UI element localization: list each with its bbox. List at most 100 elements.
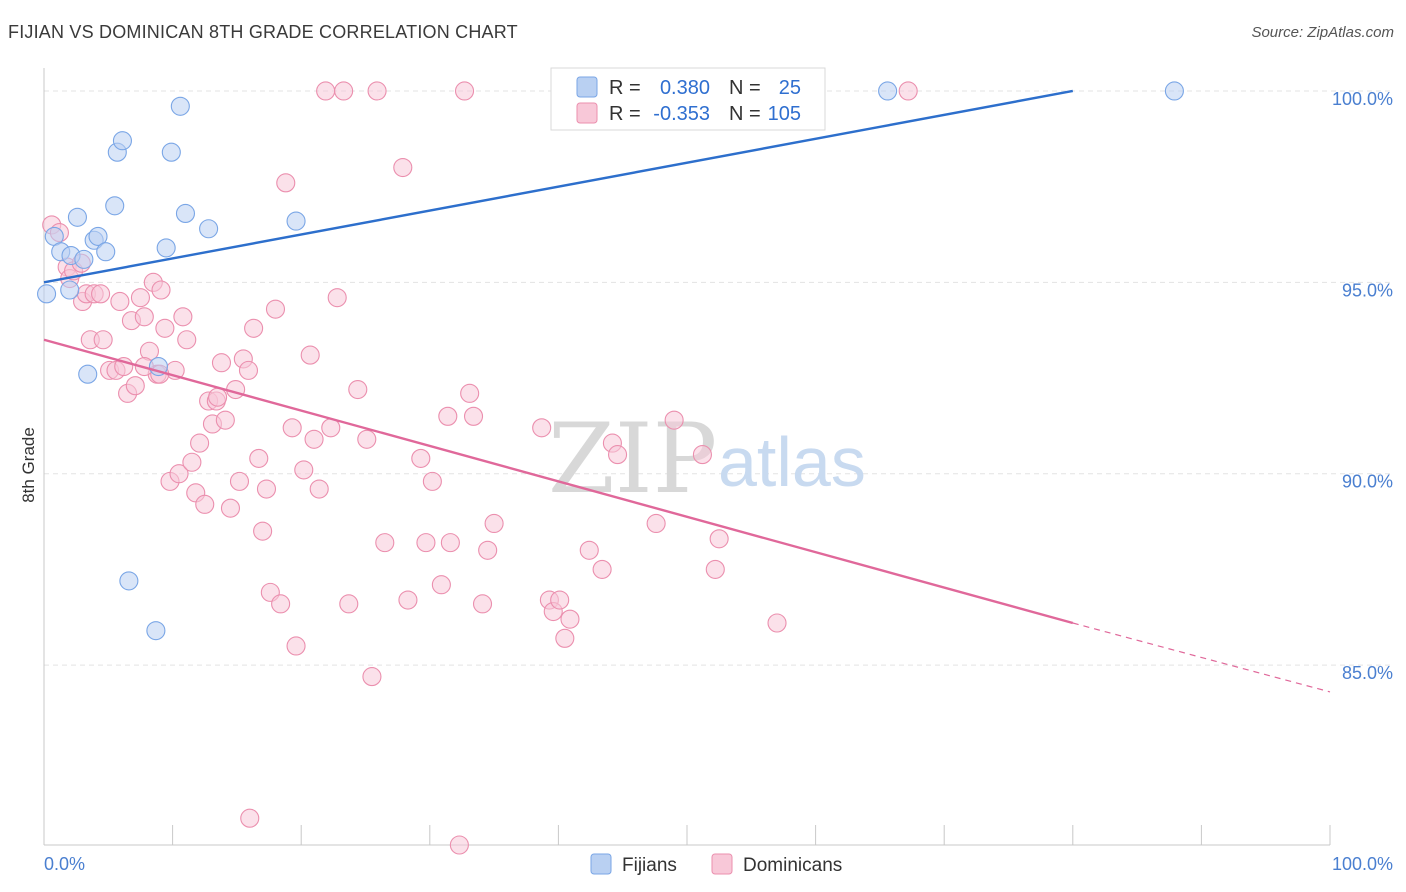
point-fijians-22 [286,211,306,231]
series-legend-label-dominicans: Dominicans [743,855,842,876]
point-dominicans-69 [393,157,413,178]
point-dominicans-59 [316,81,336,101]
legend-r-value-dominicans: -0.353 [653,103,710,125]
point-dominicans-94 [646,513,666,534]
legend-r-label-fijians: R = [609,77,641,99]
point-dominicans-48 [256,479,277,499]
point-dominicans-52 [276,173,296,193]
point-dominicans-39 [215,410,235,430]
point-dominicans-66 [362,667,382,687]
point-fijians-14 [119,571,139,591]
point-dominicans-58 [309,479,329,499]
point-dominicans-19 [130,288,150,308]
point-fijians-0 [37,284,57,304]
point-fijians-6 [74,249,94,269]
trend-extension-dominicans [1072,622,1331,693]
y-tick-labels: 100.0% 95.0% 90.0% 85.0% [1332,89,1393,683]
trend-line-dominicans [43,338,1074,625]
chart-title: FIJIAN VS DOMINICAN 8TH GRADE CORRELATIO… [8,22,518,42]
stats-legend: R = 0.380 N = 25 R = -0.353 N = 105 [550,67,826,131]
point-dominicans-61 [327,288,347,308]
point-dominicans-76 [440,533,460,553]
point-dominicans-10 [91,284,111,304]
point-dominicans-45 [244,318,264,338]
point-dominicans-101 [898,81,918,101]
point-dominicans-20 [134,307,154,327]
trend-lines [43,89,1331,693]
point-fijians-18 [161,142,181,162]
point-dominicans-98 [709,529,729,549]
point-dominicans-89 [560,609,580,629]
point-dominicans-40 [220,498,241,518]
y-tick-label-0: 100.0% [1332,89,1393,109]
data-points [37,81,1184,855]
point-dominicans-31 [182,452,202,472]
point-fijians-5 [67,207,87,227]
point-dominicans-47 [253,521,273,541]
point-dominicans-71 [411,448,431,468]
point-dominicans-53 [282,418,302,438]
axes [43,68,1331,846]
point-dominicans-67 [367,81,387,101]
point-dominicans-80 [463,406,484,426]
y-tick-label-2: 90.0% [1342,472,1393,492]
legend-r-value-fijians: 0.380 [660,77,710,99]
point-dominicans-29 [173,307,193,327]
point-dominicans-57 [304,429,324,449]
point-dominicans-44 [238,360,259,380]
series-legend: Fijians Dominicans [590,853,842,876]
point-dominicans-91 [592,559,612,579]
point-dominicans-65 [357,429,377,449]
point-dominicans-77 [449,835,469,855]
point-dominicans-30 [177,330,197,350]
point-fijians-4 [60,280,80,300]
point-dominicans-18 [125,376,145,396]
point-dominicans-72 [416,533,436,553]
point-dominicans-28 [169,464,189,484]
point-dominicans-83 [484,513,504,534]
point-fijians-7 [78,364,98,384]
point-dominicans-82 [478,540,498,560]
point-dominicans-84 [532,418,552,438]
legend-n-label-dominicans: N = [729,103,761,125]
point-dominicans-81 [472,594,493,614]
point-fijians-21 [199,219,219,239]
y-tick-label-3: 85.0% [1342,663,1393,683]
point-dominicans-75 [438,406,458,426]
point-dominicans-51 [271,594,291,614]
y-axis-title: 8th Grade [19,427,38,503]
watermark-atlas: atlas [718,423,866,501]
point-fijians-9 [88,226,108,246]
point-dominicans-14 [110,291,130,312]
point-dominicans-46 [249,448,269,468]
x-tick-labels: 0.0% 100.0% [44,854,1393,874]
point-fijians-11 [105,196,125,216]
point-dominicans-95 [664,410,684,430]
point-dominicans-88 [555,628,575,648]
point-dominicans-96 [692,445,712,465]
point-dominicans-74 [431,575,451,595]
point-dominicans-62 [334,81,354,101]
point-fijians-19 [170,96,190,116]
point-dominicans-79 [460,383,480,403]
point-dominicans-87 [550,590,570,610]
point-dominicans-90 [579,540,599,560]
point-fijians-10 [96,242,116,262]
point-fijians-15 [146,621,166,641]
point-dominicans-50 [265,299,286,319]
legend-swatch-dominicans [576,102,598,124]
point-dominicans-55 [294,460,314,480]
point-dominicans-97 [705,559,725,579]
point-dominicans-68 [375,533,395,553]
point-dominicans-99 [767,613,787,633]
chart-source: Source: ZipAtlas.com [1251,24,1394,41]
point-dominicans-11 [93,330,113,350]
legend-r-label-dominicans: R = [609,103,641,125]
point-dominicans-42 [229,471,250,491]
legend-n-value-dominicans: 105 [768,103,801,125]
point-fijians-24 [1164,81,1184,101]
point-dominicans-73 [422,471,442,491]
legend-swatch-fijians [576,76,598,98]
legend-n-label-fijians: N = [729,77,761,99]
